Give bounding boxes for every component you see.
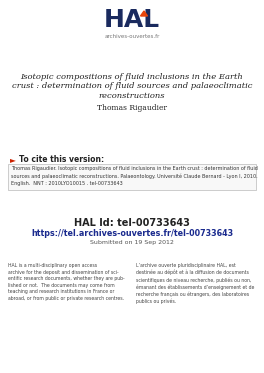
Text: Thomas Rigaudier: Thomas Rigaudier xyxy=(97,104,167,113)
Text: Isotopic compositions of fluid inclusions in the Earth: Isotopic compositions of fluid inclusion… xyxy=(21,73,243,81)
Text: HAL is a multi-disciplinary open access
archive for the deposit and disseminatio: HAL is a multi-disciplinary open access … xyxy=(8,263,125,301)
Text: https://tel.archives-ouvertes.fr/tel-00733643: https://tel.archives-ouvertes.fr/tel-007… xyxy=(31,229,233,238)
Text: crust : determination of fluid sources and palaeoclimatic: crust : determination of fluid sources a… xyxy=(12,82,252,91)
Text: Submitted on 19 Sep 2012: Submitted on 19 Sep 2012 xyxy=(90,240,174,245)
Text: archives-ouvertes.fr: archives-ouvertes.fr xyxy=(104,34,160,39)
Text: reconstructions: reconstructions xyxy=(99,92,165,100)
FancyBboxPatch shape xyxy=(8,164,256,190)
Text: ►: ► xyxy=(10,155,16,164)
Text: To cite this version:: To cite this version: xyxy=(19,155,104,164)
Text: HAL Id: tel-00733643: HAL Id: tel-00733643 xyxy=(74,218,190,228)
Text: HAL: HAL xyxy=(104,8,160,32)
Text: L’archive ouverte pluridisciplinaire HAL, est
destinée au dépôt et à la diffusio: L’archive ouverte pluridisciplinaire HAL… xyxy=(136,263,254,304)
Text: Thomas Rigaudier. Isotopic compositions of fluid inclusions in the Earth crust :: Thomas Rigaudier. Isotopic compositions … xyxy=(11,166,258,186)
Polygon shape xyxy=(140,11,148,16)
